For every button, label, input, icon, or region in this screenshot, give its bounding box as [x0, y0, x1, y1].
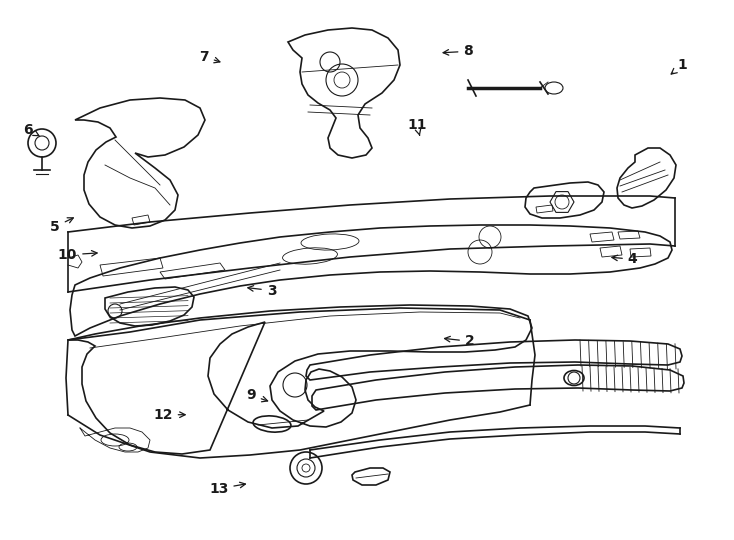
- Text: 1: 1: [671, 58, 688, 74]
- Text: 11: 11: [407, 118, 426, 135]
- Text: 3: 3: [248, 284, 277, 298]
- Text: 6: 6: [23, 123, 39, 137]
- Text: 8: 8: [443, 44, 473, 58]
- Text: 2: 2: [445, 334, 475, 348]
- Text: 5: 5: [50, 218, 73, 234]
- Text: 13: 13: [209, 482, 245, 496]
- Text: 4: 4: [612, 252, 638, 266]
- Text: 9: 9: [246, 388, 268, 402]
- Text: 12: 12: [153, 408, 185, 422]
- Text: 10: 10: [58, 248, 97, 262]
- Text: 7: 7: [199, 50, 220, 64]
